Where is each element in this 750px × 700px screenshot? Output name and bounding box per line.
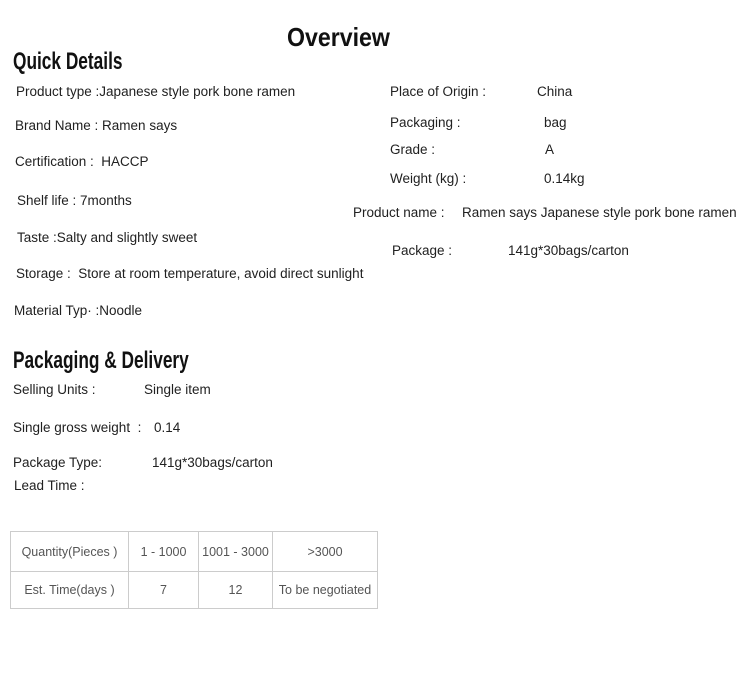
quick-details-heading: Quick Details [13, 48, 123, 75]
detail-value: Ramen says [102, 118, 178, 133]
detail-value: Noodle [99, 303, 143, 318]
detail-label-package: Package : [392, 243, 453, 258]
detail-item-taste: Taste :Salty and slightly sweet [17, 229, 197, 246]
detail-label: Shelf life : [17, 193, 81, 208]
table-row-quantity: Quantity(Pieces ) 1 - 1000 1001 - 3000 >… [10, 531, 378, 572]
detail-label: Taste : [17, 230, 57, 245]
table-row-est-time: Est. Time(days ) 7 12 To be negotiated [10, 571, 378, 609]
page-title: Overview [287, 22, 390, 52]
detail-value: Salty and slightly sweet [56, 230, 198, 245]
pd-label-selling-units: Selling Units : [13, 382, 96, 397]
pd-label-lead-time: Lead Time : [14, 478, 85, 493]
lead-time-table: Quantity(Pieces ) 1 - 1000 1001 - 3000 >… [10, 531, 378, 609]
table-cell-days-2: 12 [198, 571, 273, 609]
detail-label-weight: Weight (kg) : [390, 171, 467, 186]
pd-value-package-type: 141g*30bags/carton [152, 455, 273, 470]
detail-item-material-type: Material Typ· :Noodle [14, 302, 142, 319]
detail-value-place-of-origin: China [537, 84, 573, 99]
packaging-delivery-heading: Packaging & Delivery [13, 347, 189, 374]
detail-item-product-type: Product type :Japanese style pork bone r… [16, 83, 295, 100]
detail-label: Storage : [16, 266, 79, 281]
detail-label-place-of-origin: Place of Origin : [390, 84, 487, 99]
detail-item-certification: Certification : HACCP [15, 153, 149, 170]
detail-value-package: 141g*30bags/carton [508, 243, 629, 258]
detail-label: Brand Name : [15, 118, 103, 133]
detail-label-grade: Grade : [390, 142, 436, 157]
pd-label-package-type: Package Type: [13, 455, 103, 470]
detail-value: HACCP [101, 154, 149, 169]
detail-value-product-name: Ramen says Japanese style pork bone rame… [462, 205, 737, 220]
detail-item-brand-name: Brand Name : Ramen says [15, 117, 177, 134]
detail-label: Product type : [16, 84, 100, 99]
pd-value-single-gross-weight: 0.14 [154, 420, 181, 435]
table-cell-range-1: 1 - 1000 [128, 531, 199, 572]
detail-value-packaging: bag [544, 115, 567, 130]
table-cell-quantity-header: Quantity(Pieces ) [10, 531, 129, 572]
detail-item-storage: Storage : Store at room temperature, avo… [16, 265, 363, 282]
table-cell-days-3: To be negotiated [272, 571, 378, 609]
table-cell-days-1: 7 [128, 571, 199, 609]
detail-label-product-name: Product name : [353, 205, 445, 220]
detail-item-shelf-life: Shelf life : 7months [17, 192, 132, 209]
detail-value: Japanese style pork bone ramen [99, 84, 296, 99]
table-cell-est-time-header: Est. Time(days ) [10, 571, 129, 609]
detail-label: Material Typ· : [14, 303, 100, 318]
detail-value-weight: 0.14kg [544, 171, 585, 186]
detail-value-grade: A [545, 142, 555, 157]
detail-value: 7months [80, 193, 132, 208]
detail-value: Store at room temperature, avoid direct … [78, 266, 364, 281]
detail-label: Certification : [15, 154, 102, 169]
detail-label-packaging: Packaging : [390, 115, 461, 130]
pd-label-single-gross-weight: Single gross weight : [13, 420, 142, 435]
table-cell-range-2: 1001 - 3000 [198, 531, 273, 572]
pd-value-selling-units: Single item [144, 382, 211, 397]
table-cell-range-3: >3000 [272, 531, 378, 572]
